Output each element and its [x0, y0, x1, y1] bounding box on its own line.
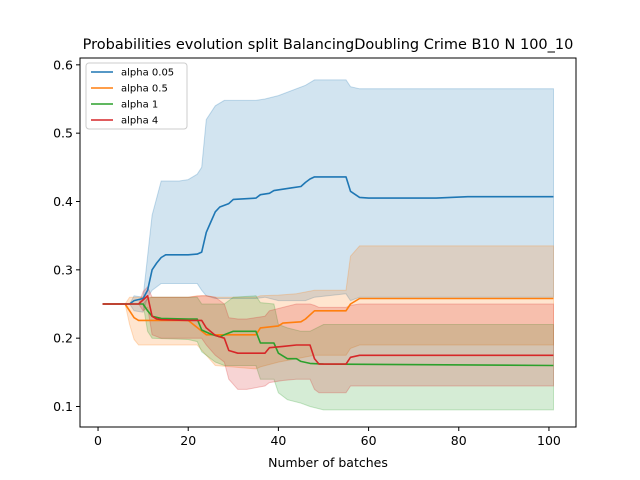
- band-alpha-0-05: [102, 79, 554, 313]
- y-tick-label: 0.5: [53, 126, 73, 141]
- chart-title: Probabilities evolution split BalancingD…: [83, 37, 574, 53]
- legend: alpha 0.05 alpha 0.5 alpha 1 alpha 4: [85, 62, 188, 130]
- legend-label-alpha-4: alpha 4: [121, 116, 158, 127]
- x-axis-label: Number of batches: [268, 455, 388, 470]
- legend-label-alpha-0-5: alpha 0.5: [121, 84, 168, 95]
- series-lines: [102, 176, 554, 367]
- line-alpha-0-05: [102, 176, 554, 305]
- x-tick-label: 20: [180, 433, 196, 448]
- line-alpha-1: [102, 303, 554, 367]
- legend-label-alpha-1: alpha 1: [121, 100, 158, 111]
- band-alpha-4: [102, 286, 554, 394]
- y-tick-label: 0.4: [53, 194, 73, 209]
- legend-label-alpha-0-05: alpha 0.05: [121, 68, 174, 79]
- x-tick-label: 60: [361, 433, 377, 448]
- line-alpha-0-5: [102, 297, 554, 336]
- y-tick-label: 0.6: [53, 57, 73, 72]
- legend-box: [85, 62, 188, 130]
- line-alpha-4: [102, 294, 554, 365]
- y-axis-ticks: 0.1 0.2 0.3 0.4 0.5 0.6: [53, 57, 80, 414]
- x-tick-label: 40: [270, 433, 286, 448]
- y-tick-label: 0.3: [53, 262, 73, 277]
- band-alpha-0-5: [102, 245, 554, 370]
- y-tick-label: 0.1: [53, 399, 73, 414]
- x-axis-ticks: 0 20 40 60 80 100: [94, 427, 561, 448]
- band-alpha-1: [102, 295, 554, 411]
- x-tick-label: 100: [537, 433, 561, 448]
- plot-frame: [79, 57, 577, 428]
- x-tick-label: 0: [94, 433, 102, 448]
- x-tick-label: 80: [451, 433, 467, 448]
- y-tick-label: 0.2: [53, 331, 73, 346]
- confidence-bands: [102, 79, 554, 411]
